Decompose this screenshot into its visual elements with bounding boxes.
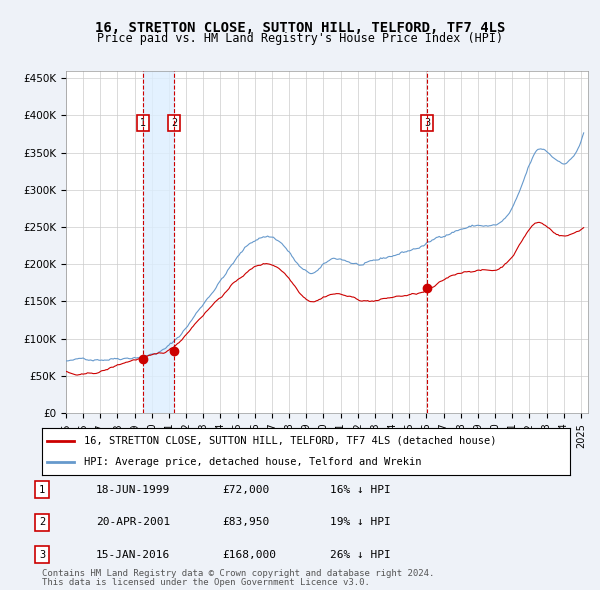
- Text: 16, STRETTON CLOSE, SUTTON HILL, TELFORD, TF7 4LS (detached house): 16, STRETTON CLOSE, SUTTON HILL, TELFORD…: [84, 436, 497, 446]
- Text: 16, STRETTON CLOSE, SUTTON HILL, TELFORD, TF7 4LS: 16, STRETTON CLOSE, SUTTON HILL, TELFORD…: [95, 21, 505, 35]
- Text: 3: 3: [424, 118, 430, 128]
- Text: 3: 3: [39, 550, 45, 559]
- Bar: [143, 71, 174, 413]
- Text: 20-APR-2001: 20-APR-2001: [96, 517, 170, 527]
- Text: 18-JUN-1999: 18-JUN-1999: [96, 485, 170, 494]
- Text: £72,000: £72,000: [222, 485, 269, 494]
- Text: 2: 2: [171, 118, 177, 128]
- Text: £168,000: £168,000: [222, 550, 276, 559]
- Text: HPI: Average price, detached house, Telford and Wrekin: HPI: Average price, detached house, Telf…: [84, 457, 422, 467]
- Text: Contains HM Land Registry data © Crown copyright and database right 2024.: Contains HM Land Registry data © Crown c…: [42, 569, 434, 578]
- Text: 2: 2: [39, 517, 45, 527]
- Text: £83,950: £83,950: [222, 517, 269, 527]
- Text: 26% ↓ HPI: 26% ↓ HPI: [330, 550, 391, 559]
- Text: 15-JAN-2016: 15-JAN-2016: [96, 550, 170, 559]
- Text: Price paid vs. HM Land Registry's House Price Index (HPI): Price paid vs. HM Land Registry's House …: [97, 32, 503, 45]
- Text: 1: 1: [39, 485, 45, 494]
- Text: 1: 1: [139, 118, 146, 128]
- Text: This data is licensed under the Open Government Licence v3.0.: This data is licensed under the Open Gov…: [42, 578, 370, 587]
- Text: 16% ↓ HPI: 16% ↓ HPI: [330, 485, 391, 494]
- Text: 19% ↓ HPI: 19% ↓ HPI: [330, 517, 391, 527]
